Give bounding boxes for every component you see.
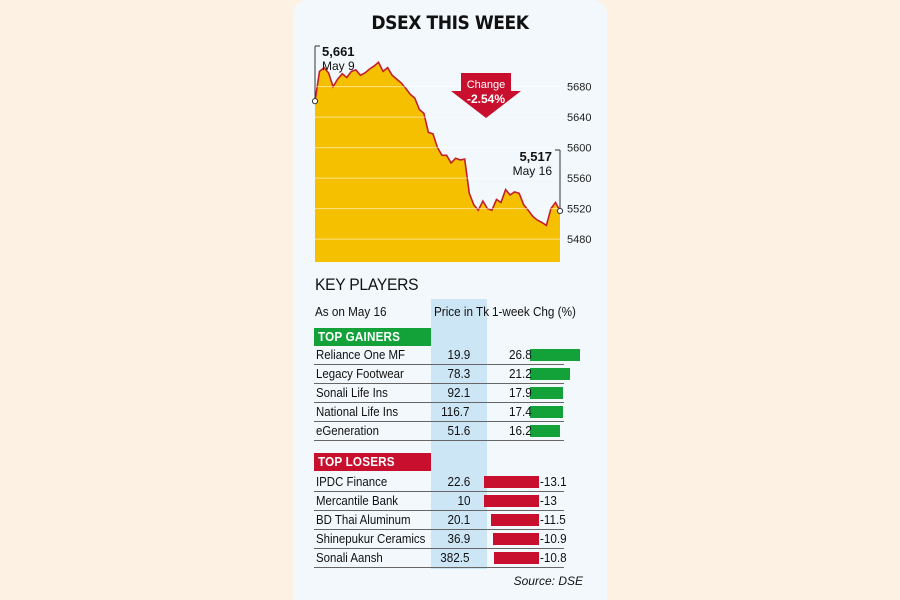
row-divider — [314, 364, 564, 365]
table-row: Reliance One MF 19.9 26.8 — [314, 346, 580, 365]
table-row: Sonali Aansh 382.5 -10.8 — [314, 549, 567, 568]
table-row: National Life Ins 116.7 17.4 — [314, 403, 564, 422]
row-divider — [314, 421, 564, 422]
top-gainers-label: TOP GAINERS — [314, 328, 431, 346]
row-divider — [314, 548, 564, 549]
end-callout: 5,517 May 16 — [513, 149, 564, 215]
loss-bar — [493, 533, 539, 545]
change-header: 1-week Chg (%) — [492, 304, 576, 319]
dsex-area — [315, 62, 560, 262]
price-value: 20.1 — [447, 512, 470, 527]
key-players-heading: KEY PLAYERS — [315, 275, 419, 294]
y-tick-label: 5680 — [567, 82, 591, 94]
start-date: May 9 — [322, 59, 355, 73]
company-name: IPDC Finance — [316, 474, 388, 489]
price-header: Price in Tk — [434, 304, 490, 319]
table-row: IPDC Finance 22.6 -13.1 — [314, 473, 567, 492]
dsex-area-chart: 5480 5520 5560 5600 5640 5680 5,661 May 9 5,5… — [311, 44, 591, 262]
gain-bar — [530, 425, 561, 437]
company-name: Legacy Footwear — [316, 366, 404, 381]
gain-bar — [530, 387, 564, 399]
row-divider — [314, 567, 564, 568]
row-divider — [314, 491, 564, 492]
chart-title: DSEX THIS WEEK — [371, 12, 529, 34]
loss-bar — [493, 552, 539, 564]
infographic-card: DSEX THIS WEEK 5480 5520 5560 5600 5640 5680 … — [293, 0, 607, 600]
top-losers-label: TOP LOSERS — [314, 453, 431, 471]
price-value: 22.6 — [447, 474, 470, 489]
y-tick-label: 5560 — [567, 173, 591, 185]
table-row: BD Thai Aluminum 20.1 -11.5 — [314, 511, 566, 530]
company-name: Sonali Aansh — [316, 550, 383, 565]
company-name: BD Thai Aluminum — [316, 512, 411, 527]
price-value: 78.3 — [447, 366, 470, 381]
table-row: eGeneration 51.6 16.2 — [314, 422, 564, 441]
change-value: 17.4 — [509, 404, 532, 419]
start-callout: 5,661 May 9 — [311, 44, 355, 105]
gain-bar — [530, 406, 563, 418]
table-row: Shinepukur Ceramics 36.9 -10.9 — [314, 530, 567, 549]
end-value: 5,517 — [519, 149, 552, 164]
table-row: Legacy Footwear 78.3 21.2 — [314, 365, 570, 384]
price-value: 10 — [456, 493, 470, 508]
change-value: -10.9 — [540, 531, 567, 546]
change-label: Change — [467, 79, 506, 91]
loss-bar — [484, 495, 539, 507]
y-tick-label: 5480 — [567, 234, 591, 246]
row-divider — [314, 510, 564, 511]
price-value: 51.6 — [447, 423, 470, 438]
company-name: Mercantile Bank — [316, 493, 399, 508]
down-arrow-icon — [451, 73, 521, 118]
as-on-date: As on May 16 — [315, 304, 387, 319]
row-divider — [314, 402, 564, 403]
row-divider — [314, 440, 564, 441]
y-tick-label: 5600 — [567, 143, 591, 155]
source-note: Source: DSE — [513, 574, 583, 588]
change-value: -13.1 — [540, 474, 567, 489]
price-value: 116.7 — [441, 404, 470, 419]
change-arrow-badge: Change -2.54% — [451, 73, 521, 118]
change-value: 17.9 — [509, 385, 532, 400]
price-column-band — [431, 299, 487, 569]
company-name: Reliance One MF — [316, 347, 406, 362]
table-row: Sonali Life Ins 92.1 17.9 — [314, 384, 564, 403]
gain-bar — [530, 368, 570, 380]
table-row: Mercantile Bank 10 -13 — [314, 492, 564, 511]
change-value: -2.54% — [467, 92, 505, 106]
company-name: Sonali Life Ins — [316, 385, 388, 400]
loss-bar — [484, 476, 539, 488]
company-name: Shinepukur Ceramics — [316, 531, 426, 546]
start-point — [311, 98, 319, 105]
y-tick-label: 5520 — [567, 204, 591, 216]
company-name: eGeneration — [316, 423, 379, 438]
price-value: 92.1 — [447, 385, 470, 400]
change-value: -13 — [540, 493, 557, 508]
end-point — [556, 207, 564, 215]
row-divider — [314, 529, 564, 530]
change-value: 26.8 — [509, 347, 532, 362]
gain-bar — [530, 349, 580, 361]
loss-bar — [490, 514, 539, 526]
price-value: 36.9 — [447, 531, 470, 546]
price-value: 382.5 — [440, 550, 470, 565]
price-value: 19.9 — [447, 347, 470, 362]
change-value: 21.2 — [509, 366, 532, 381]
y-tick-label: 5640 — [567, 112, 591, 124]
change-value: -11.5 — [540, 512, 566, 527]
start-value: 5,661 — [322, 44, 355, 59]
change-value: -10.8 — [540, 550, 567, 565]
row-divider — [314, 383, 564, 384]
end-date: May 16 — [513, 164, 553, 178]
change-value: 16.2 — [509, 423, 532, 438]
company-name: National Life Ins — [316, 404, 399, 419]
